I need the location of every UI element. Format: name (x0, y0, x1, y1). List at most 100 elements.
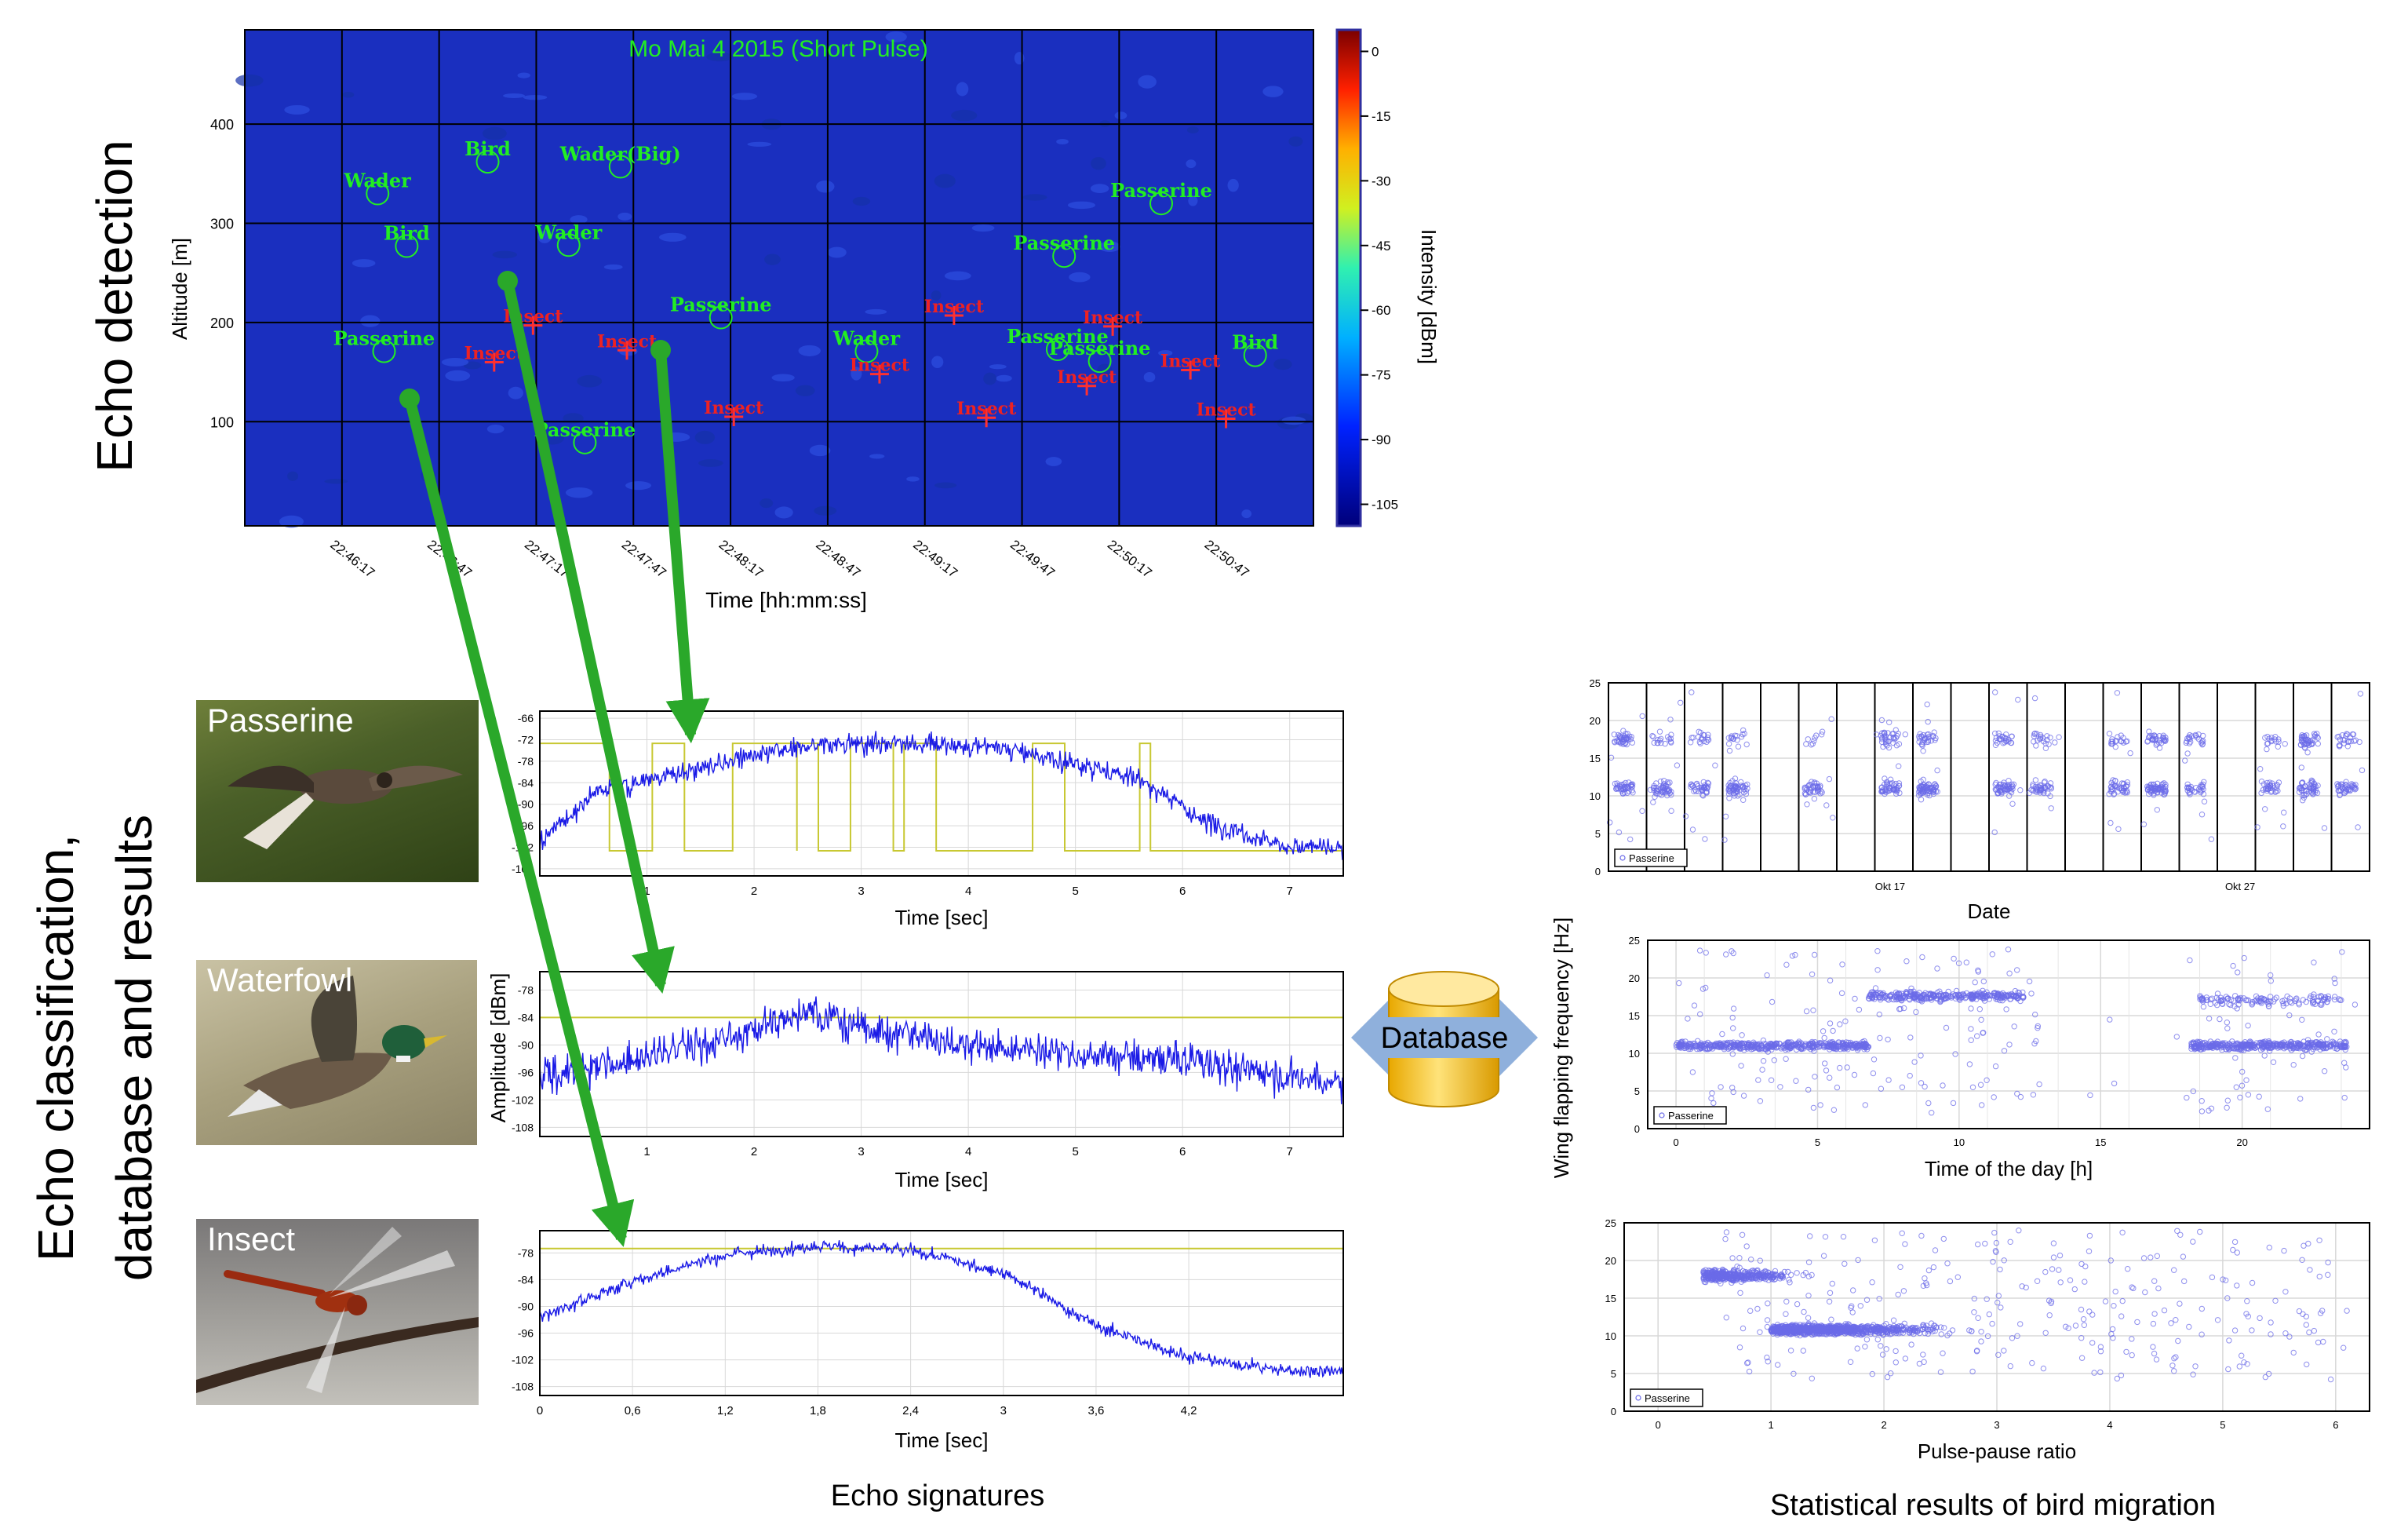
data-point (2245, 997, 2252, 1004)
data-point (1662, 786, 1668, 792)
scatter-y-tick: 20 (1629, 972, 1640, 984)
noise-blob (503, 93, 526, 99)
data-point (1822, 1060, 1828, 1067)
data-point (1748, 1257, 1754, 1263)
scatter-y-tick: 25 (1605, 1217, 1616, 1229)
data-point (2118, 732, 2125, 739)
data-point (1667, 735, 1674, 742)
data-point (1955, 960, 1962, 967)
data-point (1791, 1370, 1797, 1377)
data-point (2333, 1043, 2341, 1049)
data-point (1688, 739, 1694, 746)
data-point (1759, 1045, 1765, 1052)
data-point (2020, 994, 2027, 1001)
data-point (2042, 1330, 2049, 1337)
data-point (1619, 790, 1627, 797)
data-point (1995, 1352, 2002, 1359)
data-point (1722, 813, 1729, 820)
data-point (1910, 991, 1916, 998)
data-point (1721, 837, 1728, 843)
data-point (2107, 784, 2115, 790)
data-point (1734, 1039, 1741, 1046)
data-point (2351, 738, 2358, 744)
data-point (1827, 1020, 1834, 1027)
data-point (1844, 1064, 1850, 1071)
data-point (1664, 792, 1670, 799)
echo-label-bird: Passerine (1013, 232, 1115, 254)
data-point (1845, 1321, 1851, 1327)
data-point (2078, 1306, 2085, 1313)
data-point (1709, 1090, 1715, 1096)
data-point (2130, 1285, 2137, 1292)
data-point (2173, 1354, 2179, 1360)
echo-marker-bird (709, 305, 733, 330)
data-point (1656, 728, 1663, 735)
data-point (2230, 1246, 2236, 1253)
scatter-x-tick: 5 (2220, 1419, 2225, 1431)
data-point (1975, 969, 1982, 975)
data-point (1628, 781, 1635, 788)
data-point (2086, 1308, 2093, 1315)
echo-label-bird: Passerine (1110, 179, 1212, 202)
noise-blob (934, 482, 957, 489)
data-point (1823, 802, 1830, 808)
noise-blob (1143, 372, 1156, 383)
data-point (1986, 1311, 1993, 1318)
dragonfly-illustration (196, 1227, 479, 1393)
signature-x-tick: 2 (751, 1145, 757, 1158)
data-point (1787, 1045, 1794, 1052)
data-point (2305, 1039, 2311, 1046)
data-point (2225, 1366, 2231, 1373)
data-point (2310, 1045, 2316, 1053)
data-point (1998, 1304, 2004, 1311)
data-point (2148, 784, 2155, 790)
data-point (2118, 1313, 2125, 1319)
echo-marker-insect (1216, 409, 1236, 429)
x-tick-label: 22:50:17 (1105, 537, 1155, 581)
data-point (1871, 1326, 1877, 1332)
data-point (1839, 1045, 1846, 1052)
data-point (2048, 786, 2055, 792)
data-point (1887, 776, 1894, 783)
data-point (2239, 1068, 2246, 1075)
data-point (1723, 951, 1729, 958)
data-point (1639, 808, 1645, 815)
data-point (2195, 1042, 2202, 1049)
data-point (1924, 1326, 1930, 1333)
scatter-x-tick: Okt 17 (1875, 881, 1905, 892)
data-point (2048, 805, 2054, 812)
data-point (1838, 1325, 1844, 1331)
noise-blob (625, 481, 652, 491)
heatmap-grid (245, 30, 1313, 526)
data-point (2220, 1276, 2226, 1282)
data-point (2148, 1254, 2154, 1260)
data-point (1721, 1271, 1727, 1278)
data-point (1689, 826, 1696, 833)
data-point (2110, 1335, 2116, 1341)
data-point (1908, 1341, 1914, 1348)
echo-label-bird: Wader(Big) (559, 142, 681, 165)
data-point (2050, 1240, 2057, 1246)
data-point (2190, 1371, 2196, 1377)
data-point (1691, 788, 1697, 794)
data-point (2258, 1041, 2265, 1048)
data-point (1993, 735, 2000, 741)
data-point (2042, 1268, 2049, 1275)
data-point (2151, 788, 2158, 794)
data-point (1924, 701, 1930, 708)
x-tick-label: 22:49:47 (1007, 537, 1058, 581)
scatter-x-tick: 6 (2333, 1419, 2338, 1431)
data-point (1738, 779, 1744, 786)
data-point (2014, 967, 2020, 973)
data-point (2222, 1277, 2229, 1284)
data-point (1787, 1348, 1794, 1354)
data-point (1944, 1260, 1951, 1267)
data-point (2234, 1005, 2240, 1012)
echo-marker-insect (617, 341, 637, 360)
data-point (1963, 959, 1970, 965)
data-point (2239, 1352, 2245, 1359)
data-point (1852, 1041, 1858, 1047)
data-point (1783, 1324, 1790, 1330)
data-point (1765, 1049, 1772, 1055)
data-point (1882, 775, 1888, 782)
